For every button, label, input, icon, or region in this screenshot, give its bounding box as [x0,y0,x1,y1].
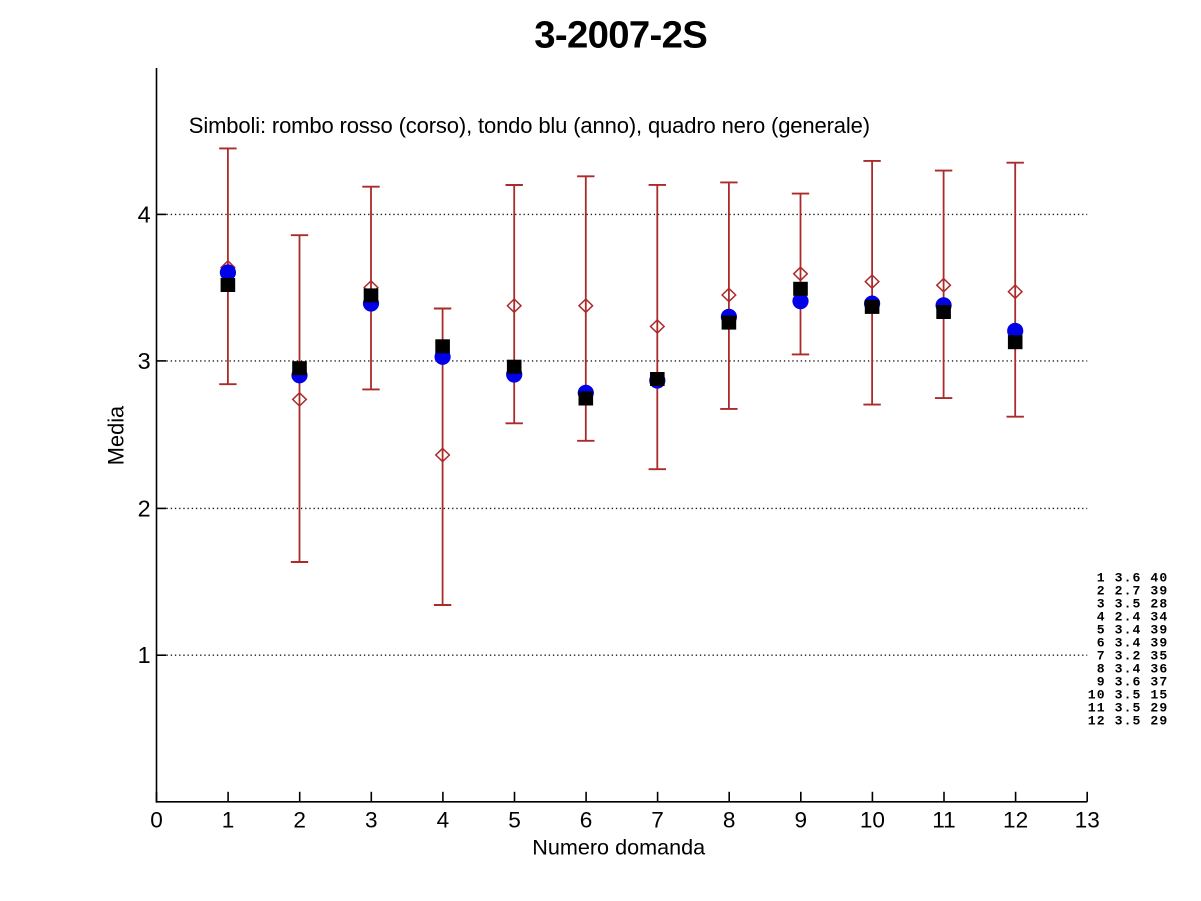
svg-text:7 3.2 35: 7 3.2 35 [1088,649,1169,664]
svg-text:12: 12 [1003,808,1028,833]
svg-text:6: 6 [580,808,593,833]
svg-text:4 2.4 34: 4 2.4 34 [1088,610,1169,625]
svg-text:2: 2 [138,495,151,521]
svg-text:5: 5 [508,808,521,833]
svg-text:3: 3 [365,808,378,833]
svg-text:2: 2 [293,808,306,833]
svg-text:6 3.4 39: 6 3.4 39 [1088,636,1169,651]
svg-text:0: 0 [150,808,163,833]
svg-text:3-2007-2S: 3-2007-2S [534,14,707,57]
svg-text:4: 4 [437,808,450,833]
svg-text:11: 11 [932,808,955,833]
svg-text:3: 3 [138,348,151,374]
svg-text:10 3.5 15: 10 3.5 15 [1088,688,1169,703]
svg-text:10: 10 [860,808,885,833]
svg-text:7: 7 [651,808,664,833]
svg-text:8 3.4 36: 8 3.4 36 [1088,662,1169,677]
svg-text:5 3.4 39: 5 3.4 39 [1088,623,1169,638]
svg-text:9 3.6 37: 9 3.6 37 [1088,675,1169,690]
svg-text:13: 13 [1075,808,1100,833]
svg-text:1 3.6 40: 1 3.6 40 [1088,571,1169,586]
svg-text:8: 8 [723,808,736,833]
svg-text:1: 1 [222,808,235,833]
svg-text:Simboli: rombo rosso (corso),: Simboli: rombo rosso (corso), tondo blu … [189,113,870,138]
svg-text:Media: Media [104,405,129,465]
svg-text:1: 1 [138,642,151,668]
svg-text:3 3.5 28: 3 3.5 28 [1088,597,1169,612]
svg-text:9: 9 [795,808,808,833]
svg-text:12 3.5 29: 12 3.5 29 [1088,714,1169,729]
svg-text:11 3.5 29: 11 3.5 29 [1088,701,1169,716]
svg-text:4: 4 [138,201,151,227]
svg-text:2 2.7 39: 2 2.7 39 [1088,584,1169,599]
svg-text:Numero domanda: Numero domanda [532,835,706,860]
